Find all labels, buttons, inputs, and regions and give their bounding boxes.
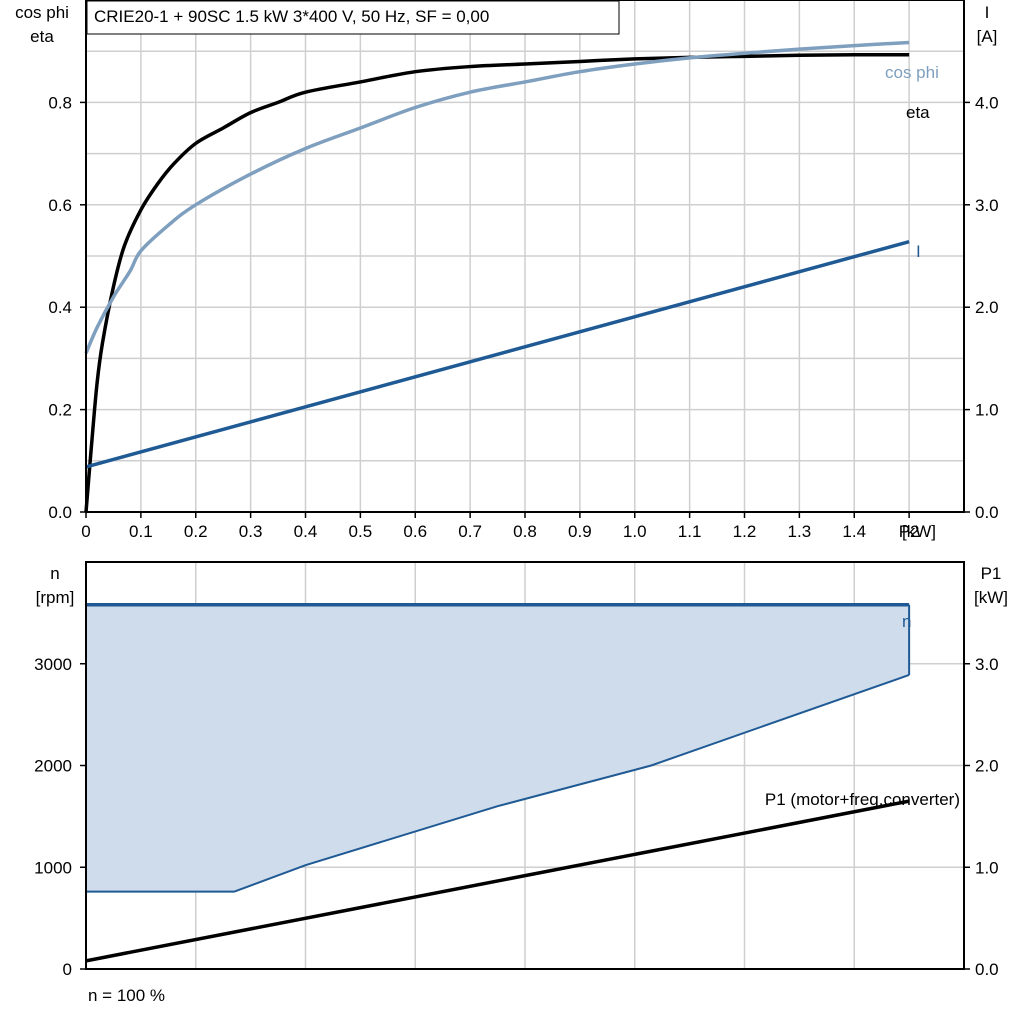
- chart-title: CRIE20-1 + 90SC 1.5 kW 3*400 V, 50 Hz, S…: [94, 7, 489, 26]
- bottom-left-y-ticks: 0 1000 2000 3000: [34, 655, 86, 979]
- top-grid: [86, 0, 964, 512]
- chart-title-box: [86, 0, 620, 35]
- speed-axis-unit: [rpm]: [36, 588, 75, 607]
- bottom-left-tick-label: 2000: [34, 757, 72, 776]
- bottom-left-tick-label: 0: [63, 960, 72, 979]
- top-x-tick-label: 1.2: [733, 522, 757, 541]
- label-eta: eta: [906, 103, 930, 122]
- operating-range-area: [86, 604, 910, 892]
- bottom-left-tick-label: 3000: [34, 655, 72, 674]
- left-axis-title-eta: eta: [30, 27, 54, 46]
- top-left-tick-label: 0.2: [48, 401, 72, 420]
- top-left-tick-label: 0.8: [48, 93, 72, 112]
- left-axis-title-cosphi: cos phi: [15, 3, 69, 22]
- bottom-right-tick-label: 0.0: [975, 960, 999, 979]
- bottom-right-tick-label: 3.0: [975, 655, 999, 674]
- top-x-tick-label: 1.4: [842, 522, 866, 541]
- top-x-tick-label: 0.1: [129, 522, 153, 541]
- speed-footnote: n = 100 %: [88, 986, 165, 1005]
- bottom-right-tick-label: 1.0: [975, 858, 999, 877]
- top-x-tick-label: 1.1: [678, 522, 702, 541]
- top-right-y-ticks: 0.0 1.0 2.0 3.0 4.0: [964, 93, 999, 522]
- top-x-ticks: 0 0.1 0.2 0.3 0.4 0.5 0.6 0.7 0.8 0.9 1.0 1.1 1.2 1.3…: [81, 512, 920, 541]
- bottom-right-y-ticks: 0.0 1.0 2.0 3.0: [964, 655, 999, 979]
- speed-axis-title: n: [50, 564, 59, 583]
- series-line-eta: [84, 52, 910, 513]
- top-x-tick-label: 0.9: [568, 522, 592, 541]
- top-x-tick-label: 0.4: [294, 522, 318, 541]
- bottom-right-tick-label: 2.0: [975, 757, 999, 776]
- label-speed: n: [902, 612, 911, 631]
- top-left-tick-label: 0.0: [48, 503, 72, 522]
- bottom-series: [85, 602, 911, 963]
- top-x-tick-label: 0.6: [403, 522, 427, 541]
- top-x-tick-label: 0.8: [513, 522, 537, 541]
- top-x-tick-label: 0: [81, 522, 90, 541]
- top-x-tick-label: 0.5: [349, 522, 373, 541]
- x-axis-unit: [kW]: [902, 522, 936, 541]
- top-left-tick-label: 0.6: [48, 196, 72, 215]
- top-x-tick-label: 1.3: [788, 522, 812, 541]
- right-axis-title-current: I: [985, 3, 990, 22]
- top-right-tick-label: 1.0: [975, 401, 999, 420]
- label-cosphi: cos phi: [885, 63, 939, 82]
- series-line-p1: [85, 799, 910, 963]
- power-axis-title: P1: [981, 564, 1002, 583]
- top-right-tick-label: 2.0: [975, 298, 999, 317]
- top-x-tick-label: P2: [899, 522, 920, 541]
- top-x-tick-label: 1.0: [623, 522, 647, 541]
- top-right-tick-label: 3.0: [975, 196, 999, 215]
- label-current: I: [916, 242, 921, 261]
- top-right-tick-label: 4.0: [975, 93, 999, 112]
- top-x-tick-label: 0.3: [239, 522, 263, 541]
- top-series: [84, 40, 910, 513]
- power-axis-unit: [kW]: [974, 588, 1008, 607]
- top-left-tick-label: 0.4: [48, 298, 72, 317]
- series-line-I: [85, 239, 910, 469]
- top-right-tick-label: 0.0: [975, 503, 999, 522]
- operating-range-lower-line: [86, 673, 910, 893]
- top-left-y-ticks: 0.0 0.2 0.4 0.6 0.8: [48, 93, 86, 522]
- label-p1: P1 (motor+freq.converter): [765, 790, 960, 809]
- bottom-left-tick-label: 1000: [34, 858, 72, 877]
- top-x-tick-label: 0.7: [458, 522, 482, 541]
- top-x-tick-label: 0.2: [184, 522, 208, 541]
- right-axis-title-current-unit: [A]: [977, 27, 998, 46]
- series-line-cos-phi: [84, 40, 910, 354]
